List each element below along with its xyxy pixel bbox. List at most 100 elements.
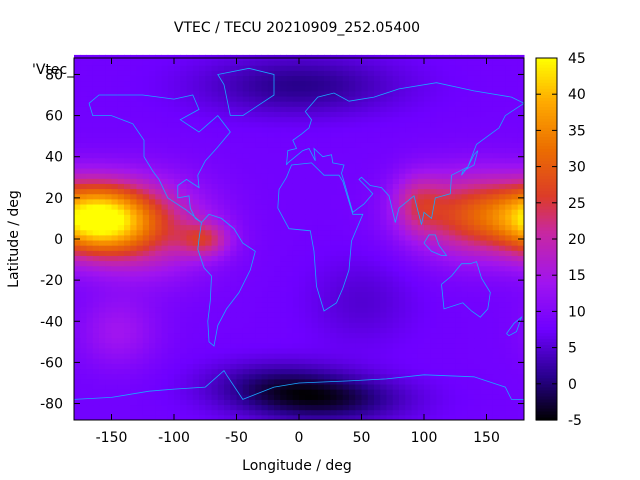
heatmap-cell: [74, 157, 81, 164]
heatmap-cell: [274, 80, 281, 87]
heatmap-cell: [217, 65, 225, 71]
heatmap-cell: [436, 317, 444, 323]
heatmap-cell: [499, 173, 506, 179]
heatmap-cell: [255, 121, 262, 128]
heatmap-cell: [267, 193, 275, 200]
heatmap-cell: [80, 306, 87, 313]
heatmap-cell: [155, 296, 162, 303]
heatmap-cell: [167, 209, 175, 215]
heatmap-cell: [205, 101, 212, 107]
heatmap-cell: [392, 142, 400, 148]
heatmap-cell: [255, 111, 262, 118]
heatmap-cell: [117, 389, 125, 395]
heatmap-cell: [86, 281, 94, 287]
heatmap-cell: [380, 75, 387, 82]
heatmap-cell: [386, 286, 394, 292]
heatmap-cell: [105, 116, 112, 123]
heatmap-cell: [249, 255, 256, 262]
heatmap-cell: [124, 106, 131, 112]
heatmap-cell: [224, 399, 231, 406]
heatmap-cell: [74, 245, 81, 251]
heatmap-cell: [461, 142, 469, 148]
heatmap-cell: [224, 178, 231, 184]
heatmap-cell: [474, 198, 481, 205]
heatmap-cell: [192, 373, 200, 380]
heatmap-cell: [467, 121, 475, 128]
heatmap-cell: [155, 276, 162, 282]
heatmap-cell: [255, 204, 262, 210]
heatmap-cell: [405, 312, 412, 318]
heatmap-cell: [74, 373, 81, 380]
heatmap-cell: [386, 168, 394, 174]
heatmap-cell: [224, 142, 231, 148]
heatmap-cell: [155, 332, 162, 339]
heatmap-cell: [380, 245, 387, 251]
heatmap-cell: [142, 65, 150, 71]
heatmap-cell: [511, 183, 519, 190]
heatmap-cell: [292, 147, 300, 154]
heatmap-cell: [499, 301, 506, 308]
heatmap-cell: [486, 306, 494, 313]
heatmap-cell: [280, 363, 287, 370]
heatmap-cell: [267, 234, 275, 241]
heatmap-cell: [299, 121, 306, 128]
heatmap-cell: [436, 399, 444, 406]
heatmap-cell: [99, 384, 106, 390]
heatmap-cell: [80, 384, 87, 390]
heatmap-cell: [311, 234, 319, 241]
heatmap-cell: [417, 245, 425, 251]
heatmap-cell: [311, 358, 319, 364]
heatmap-cell: [74, 399, 81, 406]
heatmap-cell: [317, 384, 325, 390]
heatmap-cell: [80, 121, 87, 128]
heatmap-cell: [449, 245, 456, 251]
heatmap-cell: [455, 209, 462, 215]
heatmap-cell: [374, 337, 381, 344]
heatmap-cell: [349, 198, 356, 205]
heatmap-cell: [442, 121, 450, 128]
heatmap-cell: [105, 168, 112, 174]
heatmap-cell: [167, 116, 175, 123]
heatmap-cell: [249, 317, 256, 323]
heatmap-cell: [324, 106, 331, 112]
heatmap-cell: [349, 301, 356, 308]
heatmap-cell: [317, 183, 325, 190]
heatmap-cell: [417, 265, 425, 272]
heatmap-cell: [399, 70, 406, 76]
heatmap-cell: [161, 327, 169, 334]
heatmap-cell: [186, 75, 194, 82]
heatmap-cell: [249, 209, 256, 215]
heatmap-cell: [230, 260, 237, 267]
heatmap-cell: [267, 173, 275, 179]
heatmap-cell: [74, 116, 81, 123]
heatmap-cell: [261, 414, 269, 421]
heatmap-cell: [392, 96, 400, 102]
heatmap-cell: [130, 281, 137, 287]
heatmap-cell: [142, 322, 150, 328]
heatmap-cell: [155, 399, 162, 406]
heatmap-cell: [330, 265, 337, 272]
heatmap-cell: [417, 373, 425, 380]
heatmap-cell: [505, 394, 512, 400]
heatmap-cell: [374, 65, 381, 71]
heatmap-cell: [124, 132, 131, 138]
heatmap-cell: [386, 250, 394, 256]
heatmap-cell: [261, 409, 269, 416]
heatmap-cell: [242, 183, 250, 190]
heatmap-cell: [205, 394, 212, 400]
heatmap-cell: [311, 229, 319, 236]
heatmap-cell: [180, 101, 187, 107]
heatmap-cell: [492, 260, 500, 267]
heatmap-cell: [92, 296, 100, 303]
heatmap-cell: [442, 188, 450, 195]
heatmap-cell: [130, 60, 137, 66]
heatmap-cell: [99, 281, 106, 287]
heatmap-cell: [449, 384, 456, 390]
heatmap-cell: [99, 142, 106, 148]
heatmap-cell: [386, 291, 394, 298]
heatmap-cell: [186, 116, 194, 123]
heatmap-cell: [130, 399, 137, 406]
heatmap-cell: [155, 291, 162, 298]
heatmap-cell: [380, 378, 387, 385]
heatmap-cell: [517, 394, 525, 400]
